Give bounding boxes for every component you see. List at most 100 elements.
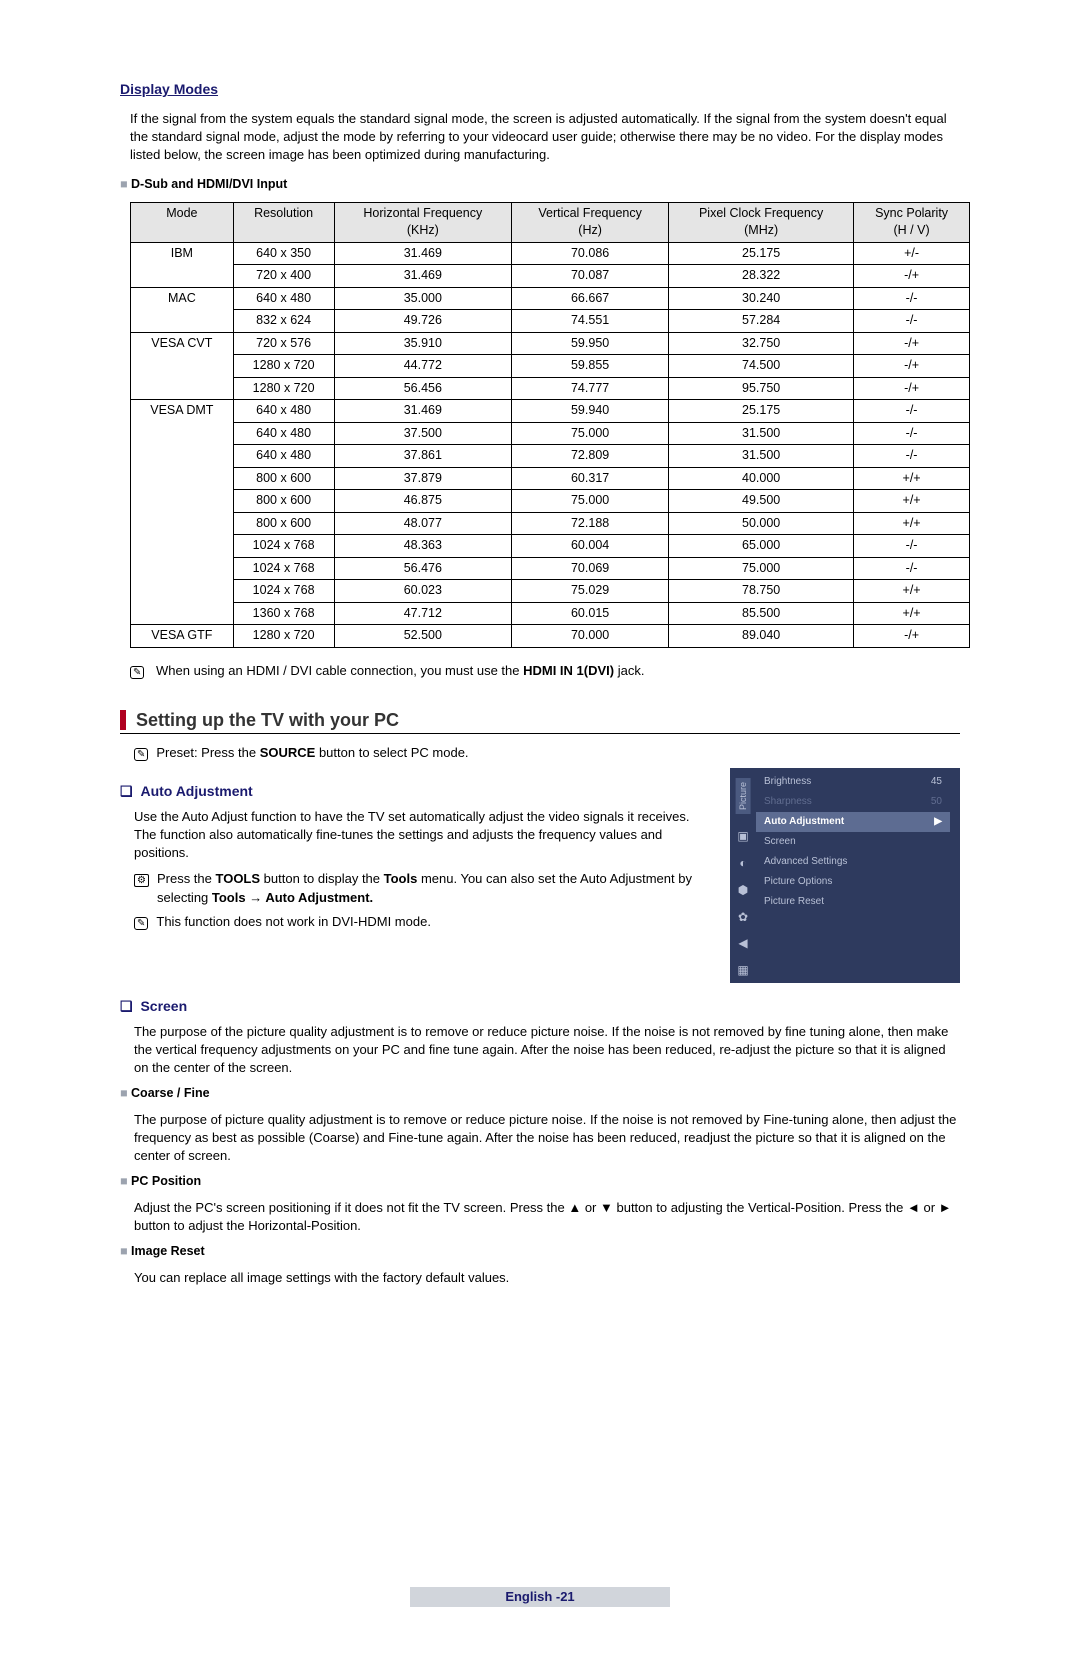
table-header: Vertical Frequency(Hz) [512,202,669,242]
table-row: 1280 x 72056.45674.77795.750-/+ [131,377,970,400]
setup-heading-row: Setting up the TV with your PC [120,708,960,734]
auto-adjustment-title: Auto Adjustment [120,782,712,802]
image-reset-title: Image Reset [120,1243,960,1261]
table-cell: 70.000 [512,625,669,648]
table-cell: 65.000 [669,535,854,558]
note-icon [134,745,156,760]
panel-selected-item: Auto Adjustment▶ [756,812,950,832]
setup-icon: ✿ [738,909,748,926]
table-row: 1024 x 76848.36360.00465.000-/- [131,535,970,558]
table-cell: 46.875 [334,490,512,513]
table-cell: 72.809 [512,445,669,468]
screen-intro: The purpose of the picture quality adjus… [134,1023,960,1078]
table-cell: -/+ [854,625,970,648]
table-cell: 640 x 480 [233,445,334,468]
table-cell: +/+ [854,512,970,535]
table-cell: 37.879 [334,467,512,490]
table-cell: 59.855 [512,355,669,378]
dsub-heading: D-Sub and HDMI/DVI Input [120,176,960,194]
table-cell: 31.500 [669,445,854,468]
pc-position-title: PC Position [120,1173,960,1191]
table-cell: 48.077 [334,512,512,535]
table-row: VESA DMT640 x 48031.46959.94025.175-/- [131,400,970,423]
mode-cell: MAC [131,287,234,332]
note-icon [134,914,156,929]
table-header: Sync Polarity(H / V) [854,202,970,242]
table-cell: 56.476 [334,557,512,580]
table-cell: 72.188 [512,512,669,535]
table-cell: 800 x 600 [233,512,334,535]
tools-icon [134,871,157,886]
table-cell: 74.777 [512,377,669,400]
setup-heading: Setting up the TV with your PC [136,708,399,733]
table-cell: 35.910 [334,332,512,355]
table-cell: 40.000 [669,467,854,490]
table-cell: 832 x 624 [233,310,334,333]
table-cell: -/- [854,310,970,333]
table-cell: 56.456 [334,377,512,400]
table-cell: -/- [854,287,970,310]
mode-cell: VESA DMT [131,400,234,625]
table-cell: -/- [854,422,970,445]
table-row: 1280 x 72044.77259.85574.500-/+ [131,355,970,378]
coarse-fine-title: Coarse / Fine [120,1085,960,1103]
preset-note: Preset: Press the SOURCE button to selec… [134,744,960,762]
table-row: 640 x 48037.86172.80931.500-/- [131,445,970,468]
table-cell: 25.175 [669,400,854,423]
table-cell: 66.667 [512,287,669,310]
table-cell: 59.950 [512,332,669,355]
table-row: VESA CVT720 x 57635.91059.95032.750-/+ [131,332,970,355]
table-cell: 30.240 [669,287,854,310]
mode-cell: VESA CVT [131,332,234,400]
table-cell: 89.040 [669,625,854,648]
table-cell: 60.023 [334,580,512,603]
table-cell: 60.317 [512,467,669,490]
table-cell: 44.772 [334,355,512,378]
auto-adjustment-text: Use the Auto Adjust function to have the… [134,808,712,863]
table-cell: +/- [854,242,970,265]
table-cell: 1280 x 720 [233,625,334,648]
table-cell: 52.500 [334,625,512,648]
table-cell: 640 x 480 [233,400,334,423]
panel-item: Advanced Settings [756,852,950,872]
auto-dvi-note: This function does not work in DVI-HDMI … [134,913,712,931]
table-row: 1024 x 76856.47670.06975.000-/- [131,557,970,580]
table-cell: 720 x 576 [233,332,334,355]
table-cell: +/+ [854,467,970,490]
table-cell: 720 x 400 [233,265,334,288]
table-cell: +/+ [854,490,970,513]
table-cell: 47.712 [334,602,512,625]
display-modes-title: Display Modes [120,80,960,100]
table-cell: 35.000 [334,287,512,310]
panel-brightness-row: Brightness45 [756,772,950,792]
table-cell: 800 x 600 [233,490,334,513]
table-cell: 48.363 [334,535,512,558]
table-cell: 32.750 [669,332,854,355]
table-row: 800 x 60048.07772.18850.000+/+ [131,512,970,535]
display-modes-table: ModeResolutionHorizontal Frequency(KHz)V… [130,202,970,648]
table-header: Horizontal Frequency(KHz) [334,202,512,242]
display-modes-intro: If the signal from the system equals the… [130,110,960,165]
table-cell: 60.015 [512,602,669,625]
hdmi-note: When using an HDMI / DVI cable connectio… [130,662,960,680]
table-cell: 31.500 [669,422,854,445]
table-cell: 75.000 [512,490,669,513]
image-reset-text: You can replace all image settings with … [134,1269,960,1287]
table-cell: 28.322 [669,265,854,288]
table-cell: 37.861 [334,445,512,468]
table-row: 832 x 62449.72674.55157.284-/- [131,310,970,333]
table-row: 1024 x 76860.02375.02978.750+/+ [131,580,970,603]
table-header: Resolution [233,202,334,242]
table-row: 720 x 40031.46970.08728.322-/+ [131,265,970,288]
table-cell: -/- [854,557,970,580]
table-cell: 74.551 [512,310,669,333]
page-footer: English - 21 [120,1587,960,1607]
table-cell: -/- [854,400,970,423]
panel-sharpness-row: Sharpness50 [756,792,950,812]
picture-icon: ▣ [737,828,748,845]
table-cell: 1024 x 768 [233,557,334,580]
table-cell: +/+ [854,602,970,625]
table-cell: -/+ [854,355,970,378]
table-cell: 75.029 [512,580,669,603]
table-cell: 37.500 [334,422,512,445]
